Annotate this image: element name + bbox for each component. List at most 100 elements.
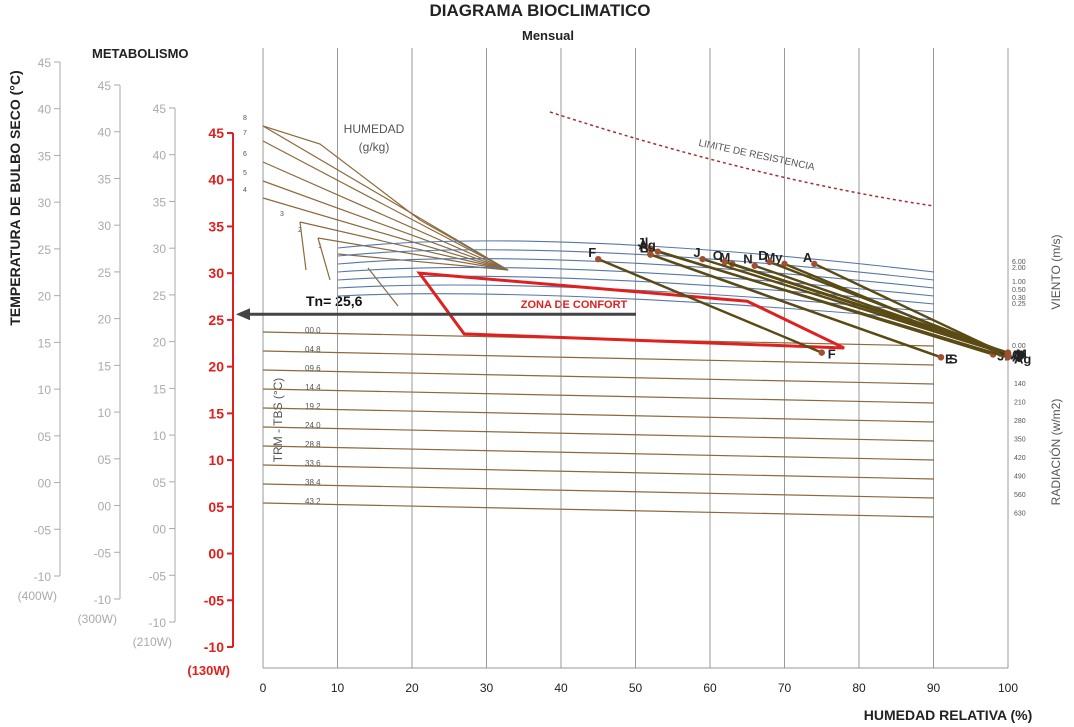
metabolism-scale-name: (300W)	[78, 612, 117, 626]
trm-line	[262, 445, 935, 461]
month-point-start	[595, 255, 602, 263]
metabolism-tick-label: 25	[153, 289, 167, 303]
month-label-end: N	[1014, 348, 1023, 363]
radiation-label: RADIACIÓN (w/m2)	[1048, 399, 1063, 506]
x-tick-label: 90	[927, 681, 941, 695]
neutral-temp-label: Tn= 25,6	[306, 293, 363, 309]
trm-value: 00.0	[305, 326, 321, 335]
metabolism-tick-label: -05	[149, 569, 167, 583]
month-label-start: S	[640, 240, 649, 255]
radiation-value: 280	[1014, 418, 1026, 425]
x-tick-label: 20	[405, 681, 419, 695]
wind-curve	[337, 266, 935, 297]
metabolism-tick-label: -10	[204, 639, 224, 655]
metabolism-tick-label: -10	[149, 616, 167, 630]
month-line	[754, 264, 1009, 355]
metabolism-tick-label: 05	[153, 476, 167, 490]
trm-line	[262, 502, 935, 518]
metabolism-tick-label: 40	[98, 126, 112, 140]
month-label-start: M	[720, 250, 731, 265]
metabolism-tick-label: 45	[38, 56, 52, 70]
metabolism-tick-label: 35	[98, 172, 112, 186]
metabolism-tick-label: -05	[94, 546, 112, 560]
x-tick-label: 10	[331, 681, 345, 695]
humidity-value: 6	[243, 151, 247, 158]
x-tick-label: 70	[778, 681, 792, 695]
metabolism-scale-name: (400W)	[18, 589, 57, 603]
wind-curve	[337, 293, 935, 321]
metabolism-tick-label: 20	[98, 313, 112, 327]
metabolism-tick-label: 40	[208, 172, 224, 188]
wind-value: 0.00	[1012, 343, 1026, 350]
month-label-start: O	[713, 248, 723, 263]
comfort-zone-label: ZONA DE CONFORT	[521, 299, 628, 311]
humidity-line	[299, 221, 509, 271]
month-label-start: D	[758, 248, 767, 263]
x-tick-label: 0	[260, 681, 267, 695]
metabolism-tick-label: -05	[204, 592, 224, 608]
trm-line	[262, 369, 935, 385]
humidity-label-2: (g/kg)	[359, 140, 390, 154]
metabolism-tick-label: 15	[208, 405, 224, 421]
month-line	[649, 253, 942, 359]
month-label-end: E	[945, 351, 954, 366]
radiation-value: 140	[1014, 381, 1026, 388]
chart-subtitle: Mensual	[522, 28, 574, 43]
x-tick-label: 40	[554, 681, 568, 695]
metabolism-tick-label: 30	[38, 196, 52, 210]
wind-curve	[337, 240, 935, 273]
humidity-line	[262, 197, 509, 271]
wind-curve	[337, 258, 935, 289]
trm-line	[262, 407, 935, 423]
trm-line	[262, 388, 935, 404]
wind-value: 0.25	[1012, 301, 1026, 308]
limit-curve	[549, 111, 935, 207]
y-axis-label: TEMPERATURA DE BULBO SECO (°C)	[7, 70, 23, 325]
metabolism-tick-label: 00	[153, 523, 167, 537]
metabolism-tick-label: 45	[98, 79, 112, 93]
trm-value: 28.8	[305, 440, 321, 449]
trm-value: 24.0	[305, 421, 321, 430]
month-line	[702, 258, 1009, 356]
metabolism-tick-label: 20	[153, 336, 167, 350]
trm-value: 33.6	[305, 459, 321, 468]
trm-value: 38.4	[305, 478, 321, 487]
month-label-end: My	[1007, 348, 1026, 363]
metabolism-label: METABOLISMO	[92, 46, 189, 61]
metabolism-tick-label: 40	[153, 149, 167, 163]
humidity-line	[262, 140, 509, 271]
humidity-vertical	[317, 237, 331, 281]
month-point-start	[751, 262, 758, 269]
wind-value: 6.00	[1012, 259, 1026, 266]
humidity-value: 3	[280, 211, 284, 218]
metabolism-tick-label: 00	[98, 500, 112, 514]
neutral-arrow-head	[236, 308, 250, 321]
radiation-value: 350	[1014, 437, 1026, 444]
metabolism-tick-label: 05	[208, 499, 224, 515]
x-axis-label: HUMEDAD RELATIVA (%)	[864, 707, 1033, 723]
metabolism-tick-label: 05	[38, 430, 52, 444]
metabolism-tick-label: 45	[208, 125, 224, 141]
month-point-start	[766, 258, 773, 266]
trm-line	[262, 350, 935, 366]
trm-line	[262, 483, 935, 499]
metabolism-tick-label: -10	[34, 570, 52, 584]
month-label-end: J	[1016, 348, 1023, 363]
x-tick-label: 60	[703, 681, 717, 695]
metabolism-tick-label: 35	[38, 149, 52, 163]
x-tick-label: 80	[852, 681, 866, 695]
month-label-start: E	[640, 240, 649, 255]
month-label-end: O	[1012, 348, 1022, 363]
humidity-label-1: HUMEDAD	[344, 122, 405, 136]
trm-label: TRM - TBS (°C)	[271, 378, 285, 463]
metabolism-tick-label: 15	[38, 336, 52, 350]
metabolism-tick-label: -05	[34, 523, 52, 537]
humidity-value: 8	[243, 115, 247, 122]
metabolism-tick-label: 20	[208, 359, 224, 375]
month-point-start	[811, 260, 818, 268]
month-label-start: Jl	[638, 235, 649, 250]
metabolism-tick-label: 25	[98, 266, 112, 280]
radiation-value: 210	[1014, 400, 1026, 407]
metabolism-tick-label: 25	[38, 243, 52, 257]
